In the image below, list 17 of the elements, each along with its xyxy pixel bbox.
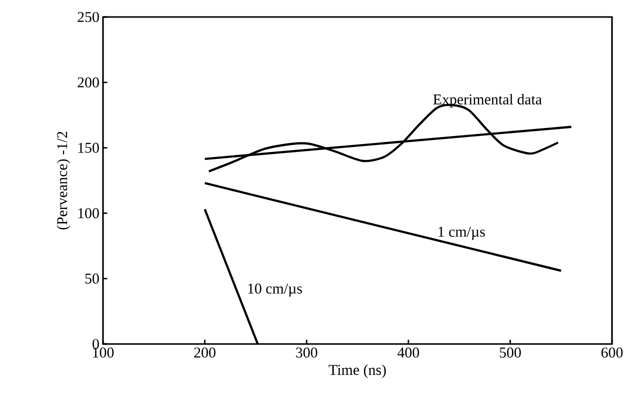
series-label: 1 cm/µs [438,226,485,240]
series-label: 10 cm/µs [248,284,302,297]
x-tick-label: 200 [194,348,216,358]
x-tick-label: 600 [601,348,623,358]
y-tick-label: 50 [85,274,99,284]
x-axis-title: Time (ns) [328,364,386,378]
y-tick-label: 200 [78,77,99,88]
x-tick-label: 500 [500,348,521,358]
y-tick-label: 150 [78,142,99,153]
y-tick-label: 100 [78,208,99,218]
y-tick-label: 0 [92,338,99,350]
y-tick-label: 250 [78,12,99,22]
x-tick-label: 400 [397,348,420,358]
x-tick-label: 300 [296,348,318,358]
x-tick-label: 100 [93,348,114,358]
series-label: Experimental data [433,94,542,108]
y-axis-title: (Perveance) -1/2 [56,132,70,230]
